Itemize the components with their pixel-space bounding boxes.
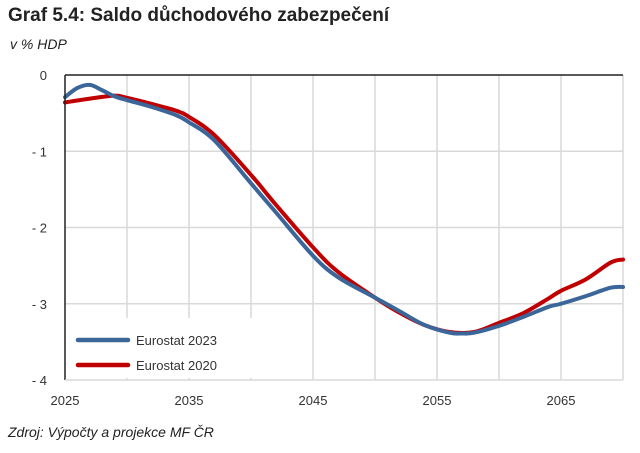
- y-tick-label: - 4: [32, 373, 47, 388]
- y-tick-label: - 1: [32, 144, 47, 159]
- x-tick-label: 2025: [51, 393, 80, 408]
- series-lines: [63, 82, 625, 336]
- axes: 0 - 1 - 2 - 3 - 4 2025 2035 2045 2055 2065: [32, 68, 623, 408]
- y-unit-label: v % HDP: [10, 36, 67, 52]
- x-tick-label: 2045: [299, 393, 328, 408]
- y-tick-label: 0: [40, 68, 47, 83]
- series-line-eurostat-2020: [63, 93, 625, 335]
- x-tick-label: 2055: [423, 393, 452, 408]
- chart-title: Graf 5.4: Saldo důchodového zabezpečení: [8, 5, 390, 26]
- y-tick-label: - 2: [32, 221, 47, 236]
- y-tick-label: - 3: [32, 297, 47, 312]
- source-note: Zdroj: Výpočty a projekce MF ČR: [8, 424, 214, 440]
- x-tick-label: 2065: [547, 393, 576, 408]
- legend-label: Eurostat 2020: [136, 358, 217, 373]
- legend-box: [68, 318, 253, 378]
- x-tick-label: 2035: [175, 393, 204, 408]
- legend: Eurostat 2023 Eurostat 2020: [68, 318, 253, 378]
- legend-label: Eurostat 2023: [136, 333, 217, 348]
- series-line-eurostat-2023: [63, 82, 625, 336]
